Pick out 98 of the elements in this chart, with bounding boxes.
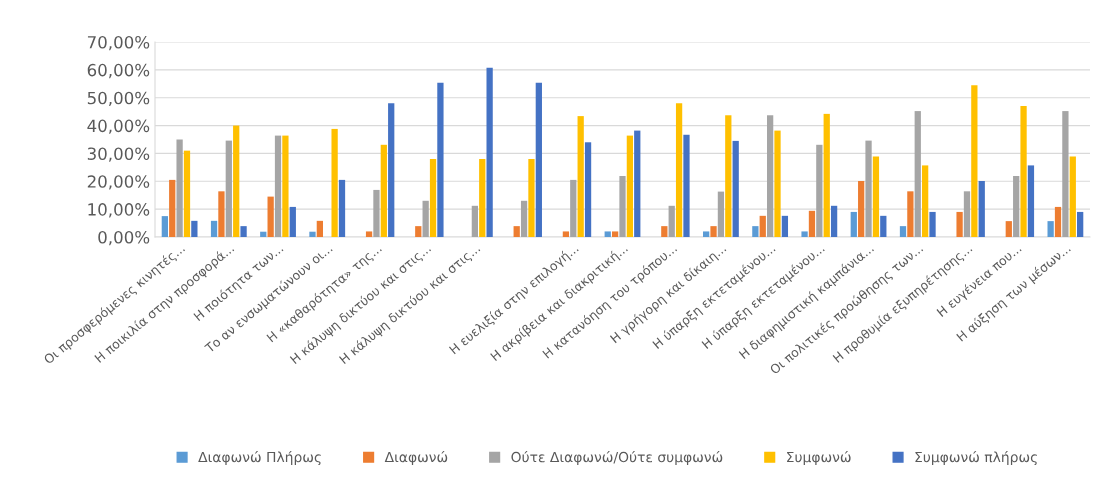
bar — [801, 231, 808, 237]
bar — [971, 85, 978, 237]
bar — [218, 191, 225, 237]
bar — [388, 103, 395, 237]
bar — [161, 216, 168, 237]
bar — [899, 226, 907, 237]
bar — [850, 211, 857, 237]
bar — [486, 67, 493, 237]
bar — [169, 179, 176, 237]
bar — [611, 231, 619, 237]
legend-label: Συμφωνώ πλήρως — [915, 450, 1037, 466]
bar — [703, 231, 710, 237]
bar — [528, 159, 535, 237]
bar — [309, 231, 316, 237]
y-tick-label: 0,00% — [98, 230, 150, 246]
bar — [365, 231, 373, 237]
bar — [584, 142, 592, 237]
bar — [661, 226, 668, 237]
bar — [331, 128, 338, 237]
bar — [619, 175, 626, 237]
bar — [858, 181, 865, 237]
bar — [1027, 165, 1035, 237]
bar — [176, 139, 183, 237]
bar — [316, 220, 323, 237]
bar — [513, 226, 520, 237]
bar — [1062, 111, 1069, 237]
legend-label: Συμφωνώ — [787, 450, 851, 465]
bar — [759, 215, 766, 237]
bar — [274, 135, 282, 237]
bar — [914, 111, 921, 237]
bar — [922, 165, 929, 237]
bar — [668, 205, 675, 237]
bar — [978, 181, 985, 237]
bar — [1013, 175, 1020, 237]
bar — [422, 200, 429, 237]
y-tick-label: 40,00% — [87, 119, 150, 134]
bar — [338, 179, 346, 237]
bar — [929, 211, 936, 237]
bar — [626, 135, 634, 237]
bar — [429, 159, 437, 237]
bar — [752, 226, 759, 237]
bar — [1077, 211, 1084, 237]
bar — [604, 231, 611, 237]
bar — [963, 191, 971, 237]
bar — [830, 205, 838, 237]
bar — [732, 140, 739, 237]
bar — [781, 215, 789, 237]
bar — [240, 226, 247, 237]
y-tick-label: 10,00% — [88, 203, 150, 218]
y-tick-label: 50,00% — [87, 91, 150, 106]
bar — [380, 144, 387, 237]
bar — [710, 226, 717, 237]
bar — [535, 82, 542, 237]
y-tick-label: 70,00% — [87, 35, 150, 51]
bar — [956, 211, 963, 237]
y-tick-label: 30,00% — [87, 147, 150, 162]
bar — [808, 210, 816, 237]
bar — [675, 103, 683, 237]
bar — [816, 144, 823, 237]
bar — [823, 113, 830, 237]
bar — [1047, 221, 1054, 237]
y-tick-label: 20,00% — [87, 175, 150, 190]
bar — [225, 140, 232, 237]
bar — [289, 206, 296, 237]
bar — [725, 115, 732, 237]
bar — [415, 226, 422, 237]
bar — [233, 125, 240, 237]
bar — [865, 140, 872, 237]
bar — [872, 156, 880, 237]
bar — [1069, 156, 1076, 237]
bar — [471, 205, 479, 237]
bar — [437, 82, 444, 237]
bar — [577, 116, 584, 237]
bar — [1020, 106, 1027, 237]
bar — [774, 130, 781, 237]
bar — [520, 200, 528, 237]
legend-label: Ούτε Διαφωνώ/Ούτε συμφωνώ — [511, 450, 723, 465]
bar — [282, 135, 289, 237]
y-tick-label: 60,00% — [87, 63, 150, 79]
bar — [267, 196, 274, 237]
bar — [479, 159, 486, 237]
bar — [183, 150, 191, 237]
bar — [880, 215, 887, 237]
legend-label: Διαφωνώ Πλήρως — [198, 450, 321, 466]
bar — [683, 134, 690, 237]
bar — [766, 115, 774, 237]
bar — [717, 191, 725, 237]
legend-label: Διαφωνώ — [384, 450, 448, 465]
bar — [1054, 206, 1062, 237]
bar — [260, 231, 267, 237]
bar — [373, 189, 380, 237]
bar — [634, 130, 641, 237]
bar — [907, 191, 914, 237]
bar — [570, 179, 577, 237]
bar — [1005, 221, 1012, 237]
bar — [562, 231, 570, 237]
bar — [191, 220, 198, 237]
bar — [210, 220, 218, 237]
